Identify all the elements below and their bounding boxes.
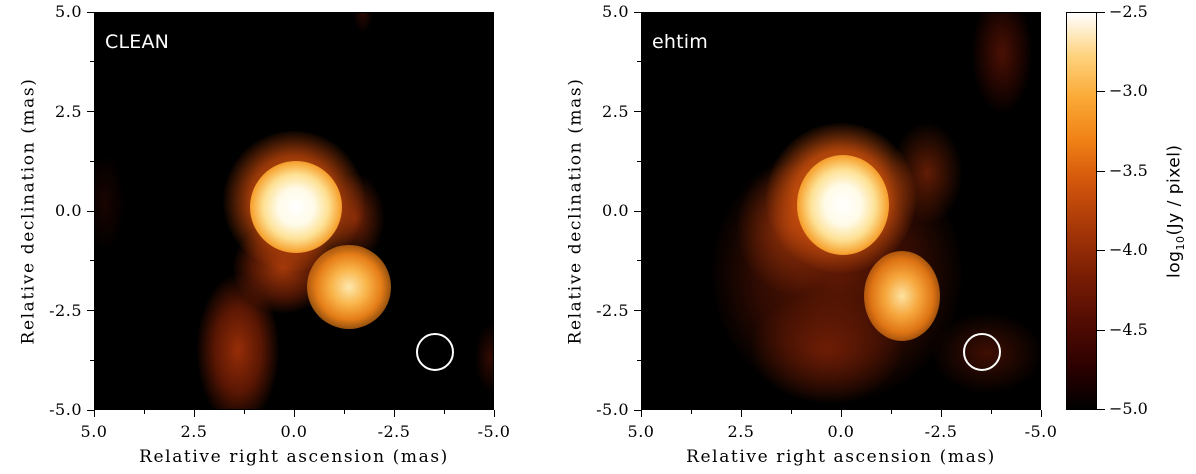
faint-emission (353, 13, 373, 33)
x-tick-label: -5.0 (1024, 422, 1058, 441)
x-tick-mark (293, 410, 295, 417)
x-tick-mark (393, 410, 395, 417)
y-tick-mark (87, 310, 94, 311)
faint-emission (972, 13, 1032, 113)
y-minor-tick (637, 260, 641, 262)
colorbar-tick-label: −2.5 (1109, 2, 1148, 21)
x-minor-tick (690, 410, 692, 414)
y-minor-tick (637, 61, 641, 63)
beam-ellipse (416, 333, 454, 371)
colorbar-tick-label: −3.5 (1109, 160, 1148, 180)
x-minor-tick (990, 410, 992, 414)
x-tick-label: 5.0 (627, 422, 655, 441)
x-tick-label: -2.5 (924, 422, 958, 441)
colorbar-tick-label: −4.5 (1109, 319, 1148, 339)
y-tick-mark (87, 11, 94, 13)
y-tick-mark (87, 409, 94, 411)
x-tick-label: 2.5 (180, 422, 208, 441)
y-tick-label: 5.0 (602, 2, 629, 21)
beam-ellipse (963, 333, 1001, 371)
y-tick-label: 0.0 (55, 201, 82, 220)
x-tick-mark (493, 410, 495, 417)
y-tick-label: 0.0 (602, 201, 629, 220)
y-axis-title: Relative declination (mas) (17, 77, 38, 345)
secondary-knot (307, 245, 391, 329)
y-minor-tick (637, 160, 641, 162)
panel-label: CLEAN (105, 31, 170, 53)
bright-core (250, 161, 342, 253)
y-tick-label: 2.5 (55, 101, 82, 121)
y-tick-mark (634, 409, 641, 411)
colorbar-tick (1097, 12, 1105, 13)
x-tick-mark (740, 410, 742, 417)
y-tick-mark (634, 210, 641, 212)
y-minor-tick (637, 359, 641, 361)
colorbar-title: log10(Jy / pixel) (1164, 144, 1187, 278)
colorbar (1066, 12, 1097, 410)
clean-image-panel: CLEAN (94, 12, 494, 410)
x-minor-tick (143, 410, 145, 414)
x-axis-title: Relative right ascension (mas) (686, 447, 996, 467)
x-tick-label: 5.0 (80, 422, 108, 441)
colorbar-tick-label: −4.0 (1109, 240, 1148, 260)
y-minor-tick (90, 160, 94, 162)
x-tick-label: -5.0 (477, 422, 511, 441)
x-minor-tick (343, 410, 345, 414)
y-minor-tick (90, 260, 94, 262)
colorbar-tick-label: −5.0 (1109, 399, 1148, 418)
x-tick-label: -2.5 (377, 422, 411, 441)
x-tick-mark (93, 410, 95, 417)
y-tick-mark (634, 111, 641, 112)
bright-core (797, 155, 889, 255)
colorbar-tick (1097, 170, 1105, 172)
faint-emission (475, 323, 493, 393)
x-tick-label: 0.0 (827, 422, 855, 441)
x-tick-mark (940, 410, 942, 417)
secondary-knot (864, 251, 940, 341)
y-tick-label: 5.0 (55, 2, 82, 21)
x-minor-tick (443, 410, 445, 414)
y-minor-tick (90, 359, 94, 361)
x-tick-mark (1040, 410, 1042, 417)
x-minor-tick (890, 410, 892, 414)
colorbar-tick (1097, 250, 1105, 252)
x-tick-label: 0.0 (280, 422, 308, 441)
x-tick-label: 2.5 (727, 422, 755, 441)
ehtim-image-panel: ehtim (641, 12, 1041, 410)
y-minor-tick (90, 61, 94, 63)
x-minor-tick (790, 410, 792, 414)
x-axis-title: Relative right ascension (mas) (139, 447, 449, 467)
colorbar-tick (1097, 329, 1105, 331)
y-tick-mark (87, 111, 94, 112)
colorbar-tick (1097, 409, 1105, 410)
y-tick-mark (87, 210, 94, 212)
x-minor-tick (243, 410, 245, 414)
x-tick-mark (840, 410, 842, 417)
y-tick-mark (634, 310, 641, 311)
y-axis-title: Relative declination (mas) (564, 77, 585, 345)
colorbar-tick-label: −3.0 (1109, 81, 1148, 101)
x-tick-mark (640, 410, 642, 417)
y-tick-label: -5.0 (596, 400, 629, 419)
y-tick-label: -2.5 (49, 300, 82, 320)
y-tick-label: -5.0 (49, 400, 82, 419)
panel-label: ehtim (652, 31, 708, 53)
colorbar-tick (1097, 91, 1105, 93)
faint-emission (95, 153, 125, 253)
y-tick-label: 2.5 (602, 101, 629, 121)
x-tick-mark (193, 410, 195, 417)
y-tick-label: -2.5 (596, 300, 629, 320)
y-tick-mark (634, 11, 641, 13)
